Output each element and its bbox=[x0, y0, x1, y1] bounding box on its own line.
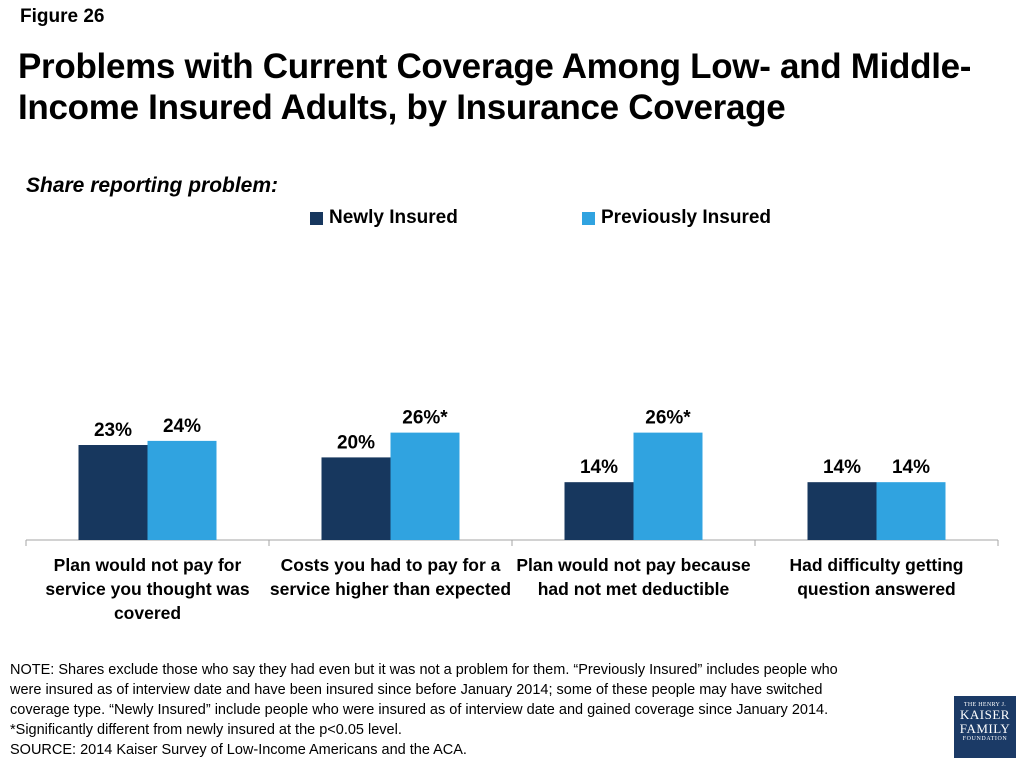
category-label: had not met deductible bbox=[538, 579, 730, 599]
data-label: 20% bbox=[337, 432, 375, 453]
category-label: covered bbox=[114, 603, 181, 623]
category-label: service you thought was bbox=[45, 579, 249, 599]
bar-newly-3 bbox=[807, 482, 877, 540]
footnote-line-1: NOTE: Shares exclude those who say they … bbox=[10, 662, 838, 678]
bar-newly-2 bbox=[564, 482, 634, 540]
bar-chart: 23% 24% Plan would not pay for service you … bbox=[25, 408, 999, 623]
legend-label-previously-insured: Previously Insured bbox=[601, 207, 772, 228]
logo-line-2: KAISER bbox=[960, 707, 1010, 722]
category-label: Plan would not pay because bbox=[516, 555, 751, 575]
bar-newly-1 bbox=[321, 457, 391, 540]
legend-swatch-previously-insured bbox=[582, 211, 595, 225]
footnote-line-2: were insured as of interview date and ha… bbox=[10, 682, 823, 698]
legend-swatch-newly-insured bbox=[310, 211, 323, 225]
data-label: 14% bbox=[892, 457, 930, 478]
chart-title: Problems with Current Coverage Among Low… bbox=[18, 46, 1008, 129]
legend-item-newly-insured: Newly Insured bbox=[310, 207, 458, 229]
bar-previously-0 bbox=[147, 440, 217, 540]
chart-title-line-1: Problems with Current Coverage Among Low… bbox=[18, 47, 972, 86]
data-label: 26%* bbox=[645, 408, 691, 429]
bar-previously-3 bbox=[876, 482, 946, 540]
chart-subtitle: Share reporting problem: bbox=[26, 174, 279, 197]
category-label: service higher than expected bbox=[270, 579, 511, 599]
category-label: Plan would not pay for bbox=[54, 555, 242, 575]
data-label: 14% bbox=[823, 457, 861, 478]
legend-item-previously-insured: Previously Insured bbox=[582, 207, 771, 229]
data-label: 23% bbox=[94, 420, 132, 441]
bar-previously-2 bbox=[633, 432, 703, 540]
data-label: 14% bbox=[580, 457, 618, 478]
logo-line-4: FOUNDATION bbox=[962, 736, 1008, 742]
bar-previously-1 bbox=[390, 432, 460, 540]
data-label: 24% bbox=[163, 416, 201, 437]
bar-newly-0 bbox=[78, 445, 148, 540]
footnote-line-4: *Significantly different from newly insu… bbox=[10, 722, 402, 738]
footnote: NOTE: Shares exclude those who say they … bbox=[10, 660, 930, 760]
logo-line-1: THE HENRY J. bbox=[963, 702, 1007, 708]
chart-title-line-2: Income Insured Adults, by Insurance Cove… bbox=[18, 88, 786, 128]
category-label: Costs you had to pay for a bbox=[281, 555, 501, 575]
logo-line-3: FAMILY bbox=[959, 721, 1011, 736]
category-label: question answered bbox=[797, 579, 956, 599]
footnote-line-3: coverage type. “Newly Insured” include p… bbox=[10, 702, 829, 718]
kaiser-family-foundation-logo: THE HENRY J. KAISER FAMILY FOUNDATION bbox=[954, 696, 1016, 758]
category-label: Had difficulty getting bbox=[789, 555, 963, 575]
data-label: 26%* bbox=[402, 408, 448, 429]
legend-label-newly-insured: Newly Insured bbox=[329, 207, 458, 228]
footnote-line-5: SOURCE: 2014 Kaiser Survey of Low-Income… bbox=[10, 742, 467, 758]
figure-label: Figure 26 bbox=[20, 6, 105, 27]
